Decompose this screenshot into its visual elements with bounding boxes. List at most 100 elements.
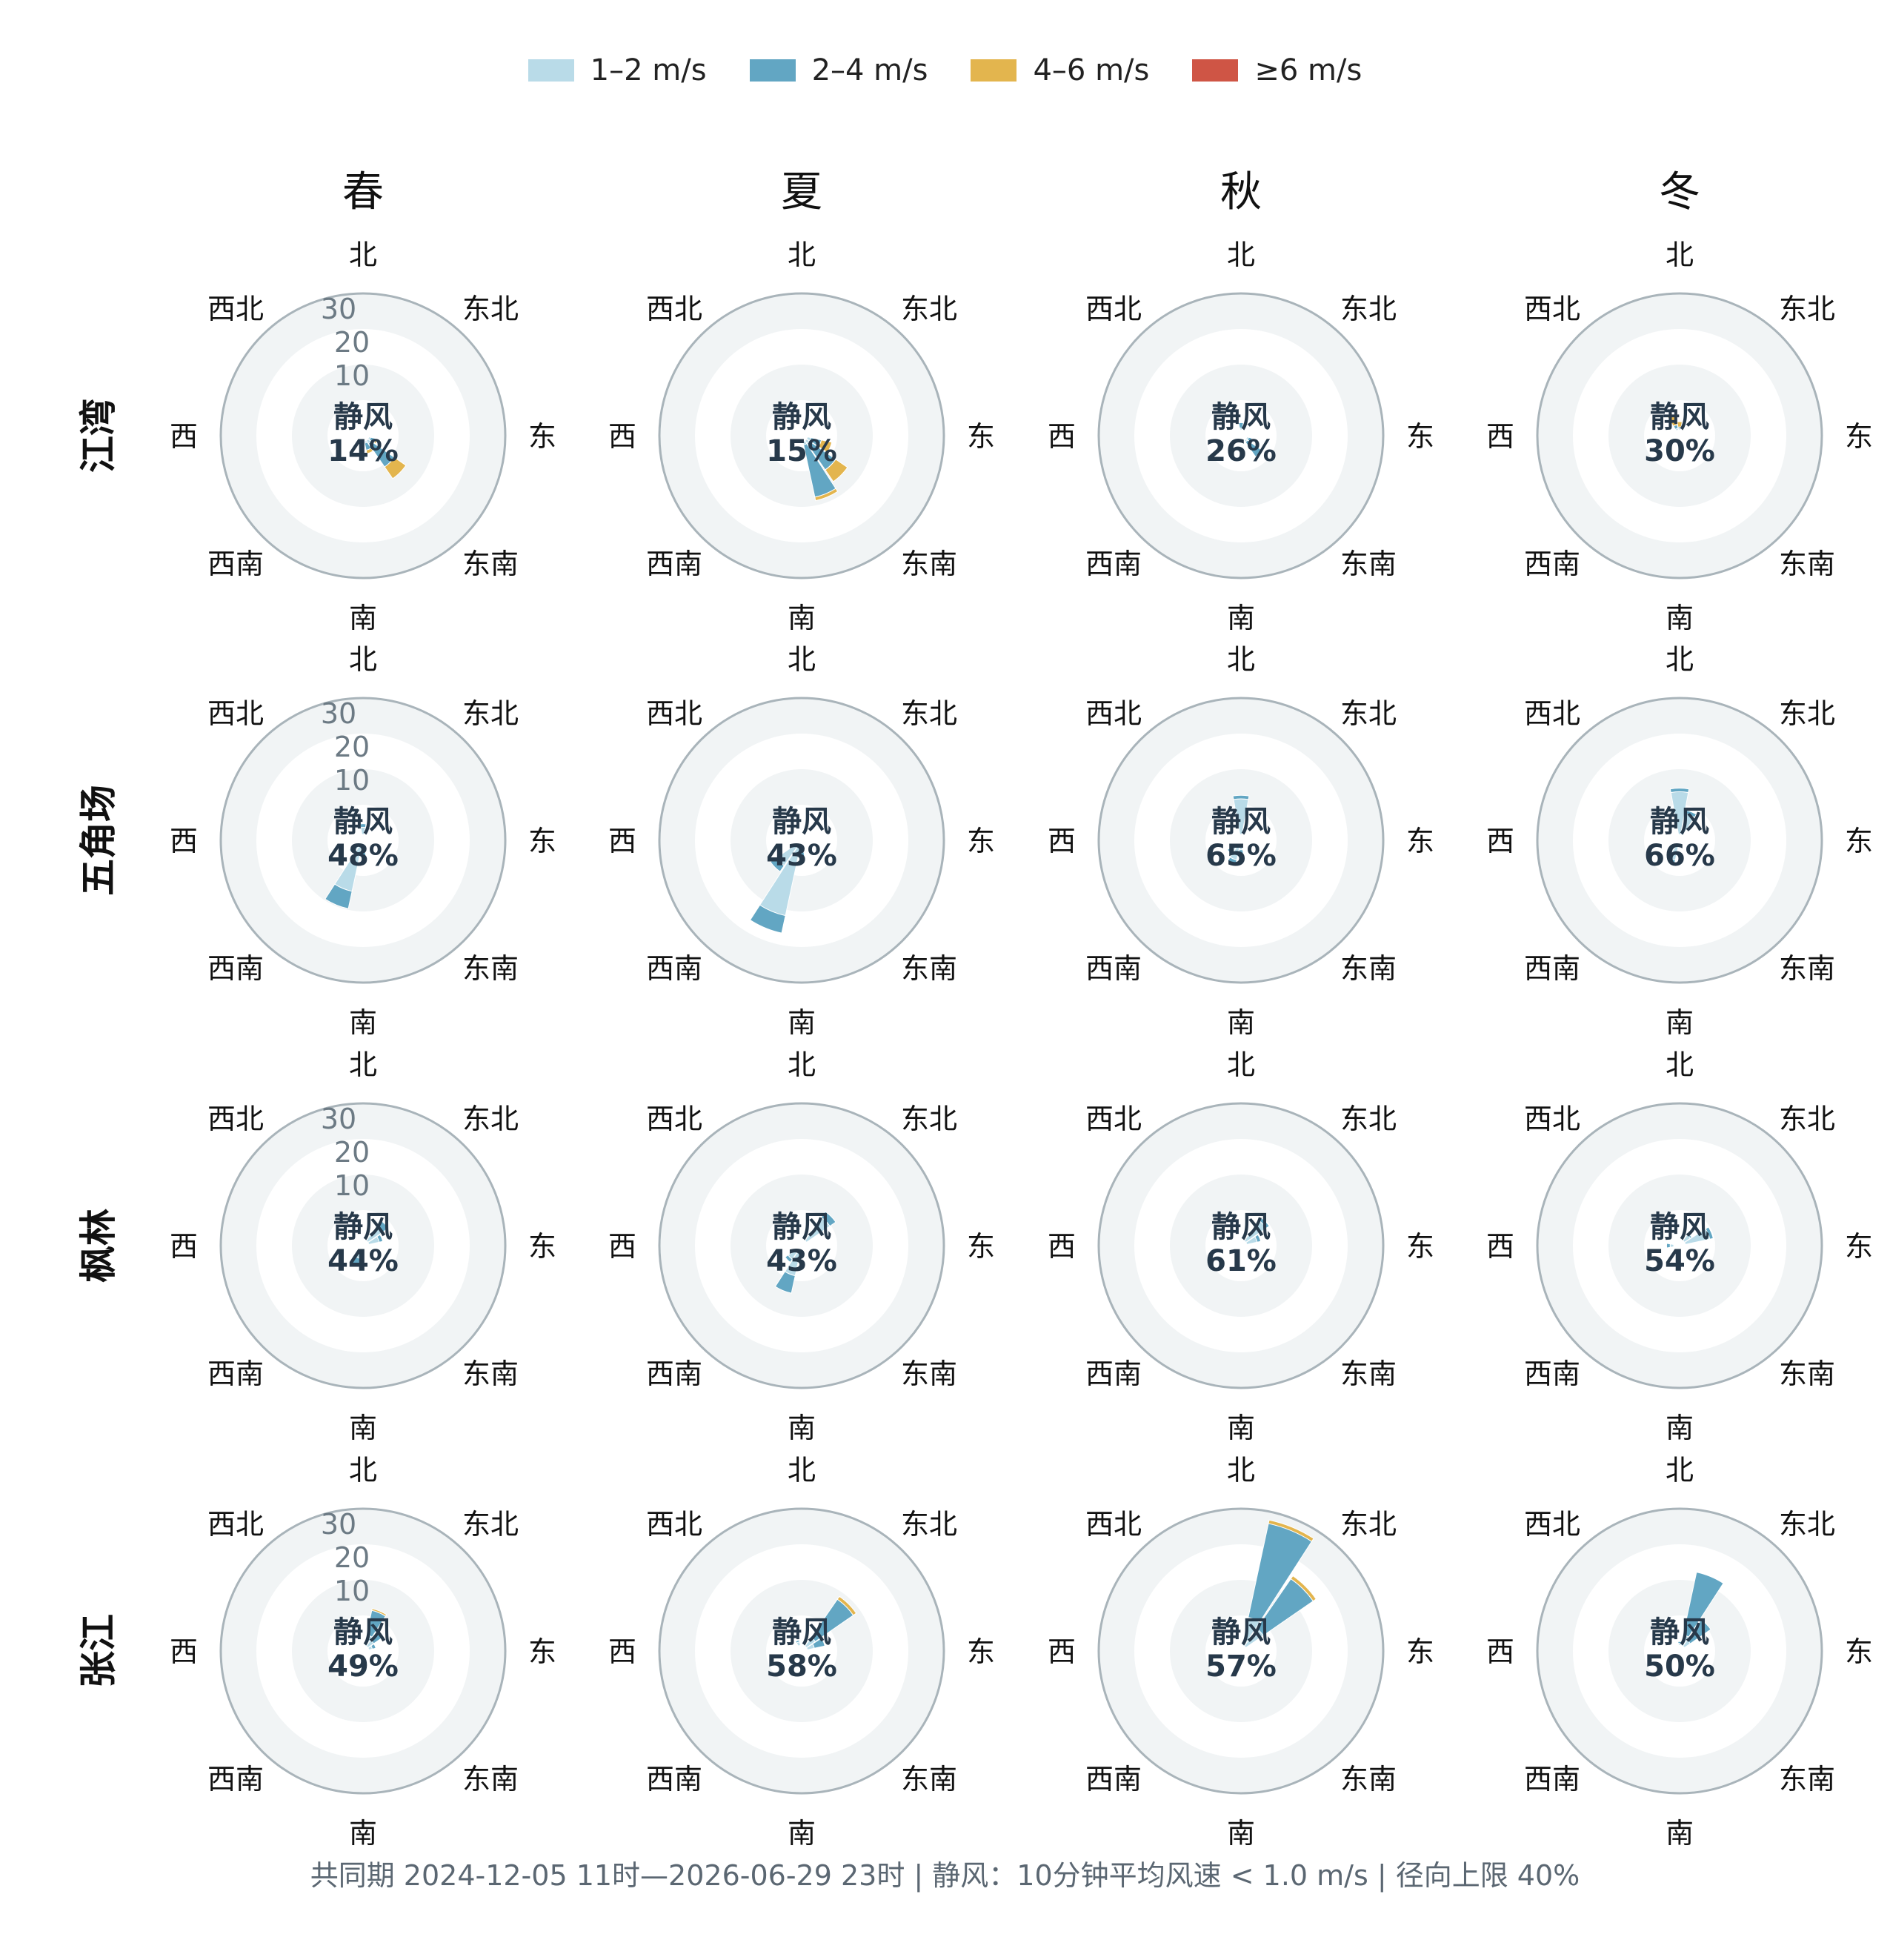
- direction-label: 南: [1227, 1412, 1255, 1444]
- rose-sector-bar: [820, 1211, 836, 1227]
- radial-tick-label: 20: [334, 731, 370, 763]
- season-title-0: 春: [342, 168, 384, 216]
- calm-percent: 44%: [327, 1244, 399, 1278]
- season-title-3: 冬: [1659, 168, 1700, 216]
- rose-sector-bar: [784, 1255, 793, 1263]
- calm-percent: 43%: [766, 1244, 837, 1278]
- season-title-1: 夏: [781, 168, 822, 216]
- direction-label: 西: [1048, 1230, 1076, 1263]
- rose-sector-bar: [814, 488, 839, 502]
- direction-label: 东南: [1779, 1763, 1835, 1795]
- direction-label: 南: [1666, 1817, 1694, 1850]
- direction-label: 北: [1227, 1454, 1255, 1486]
- legend-swatch-1-2: [528, 59, 574, 82]
- calm-label: 静风: [333, 805, 393, 839]
- calm-label: 静风: [772, 400, 831, 434]
- direction-label: 东: [1406, 825, 1434, 857]
- direction-label: 西北: [207, 1508, 264, 1541]
- direction-label: 西南: [207, 952, 264, 985]
- calm-percent: 57%: [1205, 1650, 1277, 1684]
- direction-label: 南: [1666, 1412, 1694, 1444]
- rose-sector-bar: [384, 456, 407, 479]
- direction-label: 东: [1406, 420, 1434, 453]
- calm-label: 静风: [1650, 805, 1709, 839]
- direction-label: 西: [1486, 1230, 1514, 1263]
- direction-label: 西北: [1085, 1103, 1142, 1135]
- direction-label: 南: [349, 1412, 377, 1444]
- direction-label: 西: [608, 825, 636, 857]
- rose-sector-bar: [818, 439, 833, 454]
- direction-label: 东北: [1340, 1103, 1397, 1135]
- calm-percent: 14%: [327, 434, 399, 468]
- legend-item-4-6[interactable]: 4–6 m/s: [971, 53, 1149, 87]
- legend-swatch-2-4: [749, 59, 796, 82]
- direction-label: 西: [170, 1635, 198, 1668]
- calm-percent: 49%: [327, 1650, 399, 1684]
- direction-label: 西: [1048, 420, 1076, 453]
- direction-label: 北: [1666, 1454, 1694, 1486]
- direction-label: 西: [1486, 420, 1514, 453]
- direction-label: 北: [788, 643, 816, 676]
- ring-10: [327, 805, 399, 876]
- direction-label: 南: [788, 1817, 816, 1850]
- direction-label: 北: [1666, 1049, 1694, 1081]
- legend-item-2-4[interactable]: 2–4 m/s: [749, 53, 928, 87]
- direction-label: 东: [1406, 1230, 1434, 1263]
- direction-label: 西: [170, 420, 198, 453]
- rose-sector-bar: [1232, 794, 1250, 800]
- direction-label: 西南: [646, 1358, 702, 1390]
- calm-label: 静风: [333, 1210, 393, 1244]
- direction-label: 东: [528, 1635, 556, 1668]
- direction-label: 西北: [646, 293, 702, 325]
- radial-tick-label: 30: [321, 293, 356, 325]
- direction-label: 东南: [901, 1358, 957, 1390]
- direction-label: 西: [608, 1635, 636, 1668]
- direction-label: 北: [349, 1454, 377, 1486]
- rose-sector-bar: [1705, 1226, 1714, 1240]
- direction-label: 西南: [1085, 548, 1142, 580]
- rose-sector-bar: [1666, 857, 1676, 864]
- direction-label: 东北: [1340, 1508, 1397, 1541]
- rose-sector-bar: [325, 883, 353, 909]
- rose-sector-bar: [1669, 845, 1675, 851]
- legend-item-1-2[interactable]: 1–2 m/s: [528, 53, 707, 87]
- rose-sector-bar: [1254, 1234, 1262, 1243]
- direction-label: 西南: [1524, 1763, 1580, 1795]
- direction-label: 东北: [901, 1508, 957, 1541]
- direction-label: 西南: [1085, 1358, 1142, 1390]
- rose-sector-bar: [812, 1637, 825, 1649]
- direction-label: 东北: [1779, 697, 1835, 730]
- calm-percent: 54%: [1644, 1244, 1715, 1278]
- direction-label: 西北: [1524, 1103, 1580, 1135]
- radial-tick-label: 20: [334, 1136, 370, 1169]
- direction-label: 西北: [1085, 1508, 1142, 1541]
- direction-label: 南: [349, 602, 377, 634]
- rose-sector-bar: [359, 823, 367, 828]
- rose-sector-bar: [365, 448, 374, 454]
- rose-sector-bar: [1676, 421, 1683, 428]
- rose-sector-bar: [770, 857, 785, 872]
- direction-label: 东北: [462, 1508, 519, 1541]
- direction-label: 北: [1227, 643, 1255, 676]
- direction-label: 北: [349, 239, 377, 271]
- legend-item-6plus[interactable]: ≥6 m/s: [1192, 53, 1362, 87]
- direction-label: 东北: [901, 293, 957, 325]
- calm-label: 静风: [1211, 400, 1271, 434]
- calm-percent: 30%: [1644, 434, 1715, 468]
- direction-label: 西北: [646, 1508, 702, 1541]
- rose-sector-bar: [798, 849, 805, 857]
- direction-label: 北: [1666, 643, 1694, 676]
- direction-label: 北: [349, 1049, 377, 1081]
- calm-label: 静风: [1650, 1615, 1709, 1650]
- direction-label: 东南: [1779, 952, 1835, 985]
- direction-label: 东南: [1340, 1763, 1397, 1795]
- direction-label: 东北: [1779, 293, 1835, 325]
